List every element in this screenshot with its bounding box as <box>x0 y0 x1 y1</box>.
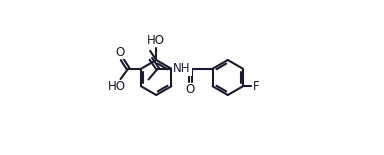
Text: HO: HO <box>147 34 165 47</box>
Text: O: O <box>116 46 125 59</box>
Text: NH: NH <box>173 62 191 75</box>
Text: HO: HO <box>108 80 126 93</box>
Text: F: F <box>253 80 259 93</box>
Text: O: O <box>186 83 195 96</box>
